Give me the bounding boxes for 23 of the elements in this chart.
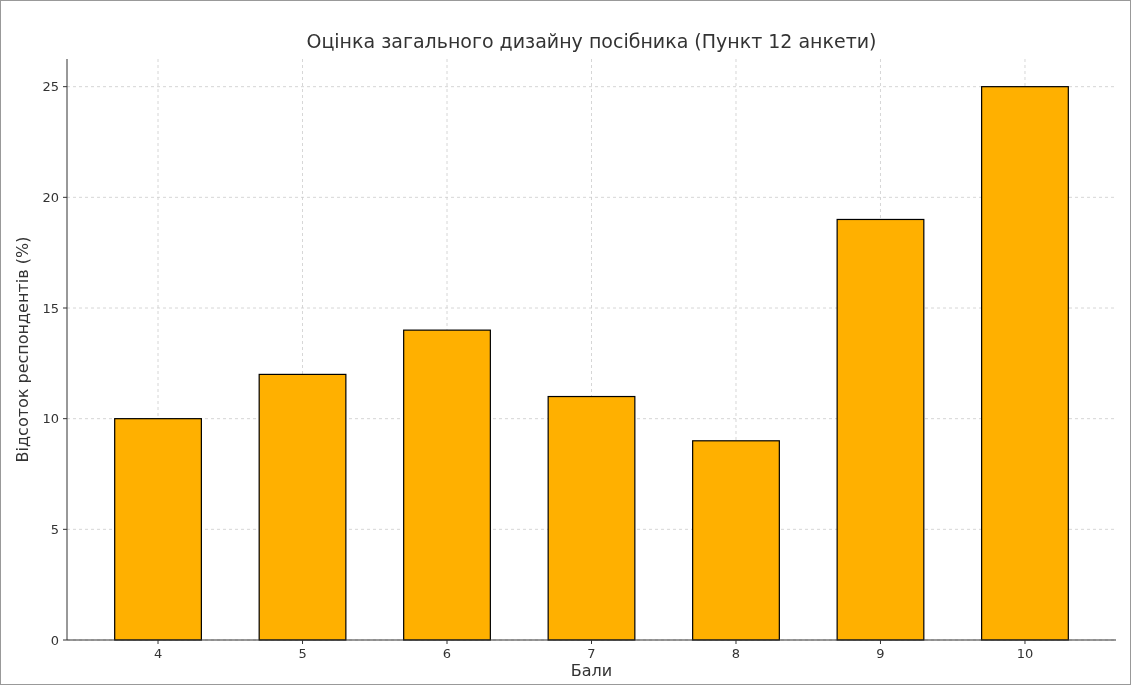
y-tick-label: 0 bbox=[50, 632, 59, 648]
x-axis-title: Бали bbox=[570, 661, 613, 680]
y-tick-label: 25 bbox=[42, 79, 59, 95]
x-tick-label: 9 bbox=[876, 646, 885, 661]
bar bbox=[692, 440, 780, 641]
y-tick-label: 20 bbox=[42, 189, 59, 205]
y-tick-label: 5 bbox=[50, 521, 59, 537]
bar bbox=[403, 329, 491, 641]
x-tick-label: 7 bbox=[587, 646, 596, 661]
chart-title: Оцінка загального дизайну посібника (Пункт 12 анкети) bbox=[306, 30, 877, 52]
bar bbox=[258, 373, 347, 641]
x-tick-label: 8 bbox=[731, 646, 741, 661]
x-tick-label: 5 bbox=[298, 646, 307, 661]
bar bbox=[836, 218, 925, 641]
x-tick-label: 6 bbox=[442, 646, 452, 661]
bar bbox=[547, 395, 636, 641]
bar bbox=[981, 86, 1069, 641]
y-tick-label: 10 bbox=[42, 411, 59, 427]
x-tick-label: 4 bbox=[153, 646, 163, 661]
y-tick-label: 15 bbox=[42, 300, 59, 316]
y-axis-title: Відсоток респондентів (%) bbox=[13, 236, 32, 463]
bar bbox=[114, 418, 202, 641]
x-tick-label: 10 bbox=[1016, 646, 1034, 661]
